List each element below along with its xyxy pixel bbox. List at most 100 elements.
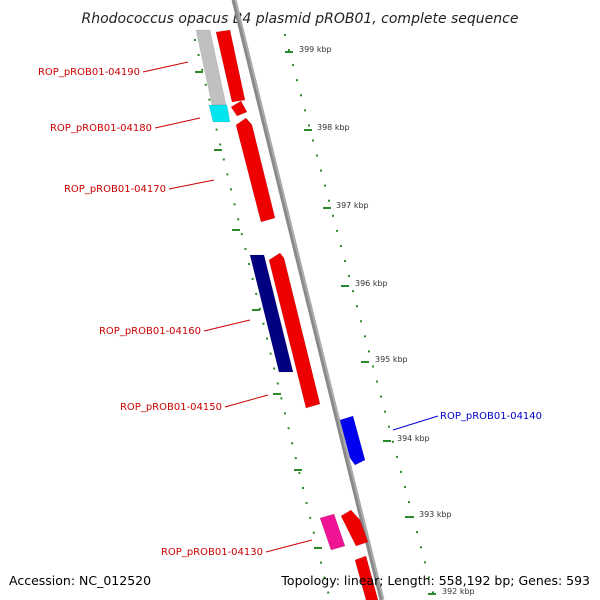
scale-dot xyxy=(420,546,422,549)
gene-label-04160[interactable]: ROP_pROB01-04160 xyxy=(99,326,201,337)
scale-dot xyxy=(380,395,382,398)
gene-label-04170[interactable]: ROP_pROB01-04170 xyxy=(64,184,166,195)
scale-dot xyxy=(340,244,342,247)
scale-dot xyxy=(364,335,366,338)
scale-dot xyxy=(320,169,322,172)
scale-dot xyxy=(312,531,315,534)
gene-label-04180[interactable]: ROP_pROB01-04180 xyxy=(50,123,152,134)
scale-dot xyxy=(308,124,310,127)
scale-dot xyxy=(316,154,318,157)
accession-text: Accession: NC_012520 xyxy=(9,573,151,588)
leader-line-5 xyxy=(392,415,439,431)
gene-block-04160-navy[interactable] xyxy=(249,254,294,373)
scale-dot xyxy=(305,501,308,504)
gene-block-04130-pink[interactable] xyxy=(319,513,346,551)
scale-dot xyxy=(294,457,297,460)
scale-dot xyxy=(280,397,283,400)
leader-line-3 xyxy=(203,319,251,332)
scale-dot xyxy=(244,248,247,251)
scale-dot xyxy=(312,139,314,142)
backbone-line xyxy=(231,0,383,600)
gene-label-04150[interactable]: ROP_pROB01-04150 xyxy=(120,402,222,413)
scale-ticks xyxy=(194,34,436,595)
scale-dot xyxy=(251,277,254,280)
scale-dot xyxy=(291,442,294,445)
gene-block-04180-cyan[interactable] xyxy=(208,104,231,123)
scale-dot xyxy=(201,68,204,71)
sequence-backbone xyxy=(231,0,385,600)
scale-dot xyxy=(400,470,402,473)
gene-block-04190-red[interactable] xyxy=(215,29,246,103)
scale-dot xyxy=(384,410,386,413)
scale-dot xyxy=(284,412,286,415)
gene-block-04140-blue[interactable] xyxy=(339,415,366,466)
scale-dot xyxy=(408,501,410,504)
scale-dot xyxy=(332,214,334,217)
gene-label-04140[interactable]: ROP_pROB01-04140 xyxy=(440,411,542,422)
leader-line-1 xyxy=(154,117,201,129)
gene-block-04170-red[interactable] xyxy=(235,117,276,223)
scale-dot xyxy=(396,455,398,458)
scale-label-396: 396 kbp xyxy=(355,279,388,288)
scale-dot xyxy=(428,576,430,579)
scale-dot xyxy=(248,263,250,265)
scale-dot xyxy=(344,260,346,262)
scale-dot xyxy=(309,516,312,519)
scale-dot xyxy=(226,173,229,176)
scale-label-393: 393 kbp xyxy=(419,510,452,519)
scale-dot xyxy=(219,143,222,146)
scale-dot xyxy=(424,561,426,564)
scale-label-395: 395 kbp xyxy=(375,355,408,364)
scale-dot xyxy=(404,486,406,488)
scale-dot xyxy=(356,305,358,308)
leader-line-4 xyxy=(224,394,269,408)
scale-dot xyxy=(266,337,268,340)
label-leader-lines xyxy=(142,61,439,553)
summary-text: Topology: linear; Length: 558,192 bp; Ge… xyxy=(280,573,590,588)
leader-line-6 xyxy=(265,539,313,553)
scale-dot xyxy=(233,203,236,206)
scale-dot xyxy=(300,94,302,97)
scale-dot xyxy=(320,561,322,564)
scale-dot xyxy=(284,34,286,36)
scale-dot xyxy=(288,49,290,52)
scale-dot xyxy=(388,425,390,428)
scale-dot xyxy=(298,472,301,475)
scale-dot xyxy=(376,380,378,383)
scale-dot xyxy=(194,39,196,41)
gene-features xyxy=(195,29,379,600)
scale-dot xyxy=(240,233,243,236)
scale-dot xyxy=(215,128,218,131)
scale-dot xyxy=(258,307,261,310)
leader-line-0 xyxy=(142,61,189,73)
scale-dot xyxy=(269,352,272,355)
scale-dot xyxy=(324,184,326,187)
scale-dot xyxy=(348,275,350,278)
scale-dot xyxy=(230,188,232,191)
scale-dot xyxy=(255,292,258,295)
scale-dot xyxy=(416,531,418,534)
scale-dot xyxy=(302,487,304,489)
gene-label-04130[interactable]: ROP_pROB01-04130 xyxy=(161,547,263,558)
gene-block-04130-red[interactable] xyxy=(340,509,369,547)
gene-block-bottom-red[interactable] xyxy=(354,555,379,600)
scale-dot xyxy=(222,158,225,161)
leader-line-2 xyxy=(168,179,215,190)
scale-dot xyxy=(296,79,298,82)
scale-dot xyxy=(327,591,330,594)
scale-dot xyxy=(360,320,362,323)
scale-dot xyxy=(304,109,306,112)
gene-label-04190[interactable]: ROP_pROB01-04190 xyxy=(38,67,140,78)
scale-label-392: 392 kbp xyxy=(442,587,475,596)
scale-label-394: 394 kbp xyxy=(397,434,430,443)
scale-dot xyxy=(336,229,338,232)
gene-block-04160-red[interactable] xyxy=(268,252,321,409)
scale-dot xyxy=(352,290,354,293)
scale-dot xyxy=(204,83,207,86)
scale-dot xyxy=(237,218,240,221)
scale-dot xyxy=(273,367,276,370)
scale-dot xyxy=(372,365,374,368)
gene-block-04180-red[interactable] xyxy=(230,100,248,117)
scale-label-399: 399 kbp xyxy=(299,45,332,54)
